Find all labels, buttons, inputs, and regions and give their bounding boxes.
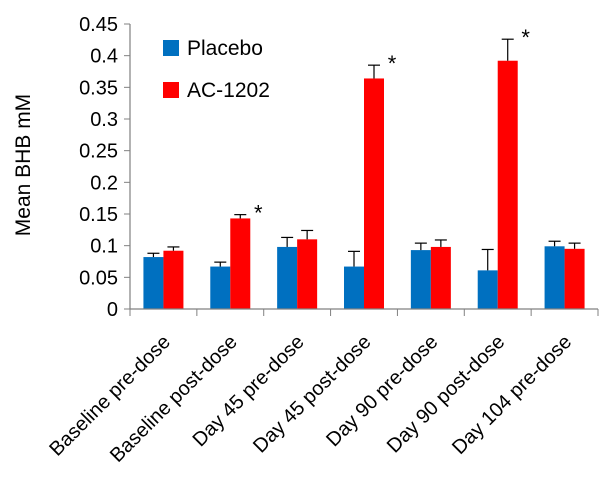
y-tick-label: 0.25: [79, 141, 118, 163]
significance-markers: * * *: [254, 25, 530, 225]
y-tick-label: 0.15: [79, 204, 118, 226]
bar-ac-1202: [497, 60, 518, 309]
y-tick-label: 0.3: [90, 109, 118, 131]
y-axis-ticks: 0 0.05 0.1 0.15 0.2 0.25 0.3 0.35 0.4 0.45: [79, 14, 130, 321]
bar-ac-1202: [564, 248, 585, 309]
significance-asterisk: *: [254, 201, 263, 226]
legend-swatch-placebo: [163, 40, 179, 56]
axes: [129, 24, 599, 316]
bar-ac-1202: [364, 78, 384, 309]
x-category-label: Day 90 pre-dose: [322, 331, 442, 451]
x-category-label: Baseline pre-dose: [45, 331, 175, 461]
error-bars: [147, 38, 581, 271]
x-category-label: Day 90 post-dose: [383, 331, 509, 457]
x-category-label: Day 45 post-dose: [249, 331, 375, 457]
y-tick-label: 0.05: [79, 267, 118, 289]
bar-placebo: [277, 246, 298, 309]
y-tick-label: 0.35: [79, 77, 118, 99]
legend-label-placebo: Placebo: [187, 37, 263, 60]
bar-ac-1202: [163, 250, 184, 309]
legend-label-ac-1202: AC-1202: [187, 79, 270, 102]
bar-ac-1202: [230, 218, 251, 309]
y-axis-label: Mean BHB mM: [12, 94, 35, 236]
significance-asterisk: *: [521, 25, 530, 50]
bar-placebo: [477, 270, 498, 309]
y-tick-label: 0.2: [90, 172, 118, 194]
bar-placebo: [143, 257, 164, 309]
bar-ac-1202: [297, 239, 318, 309]
legend-swatch-ac-1202: [163, 82, 179, 98]
x-category-label: Day 104 pre-dose: [448, 331, 576, 459]
bar-placebo: [410, 250, 431, 309]
y-tick-label: 0.45: [79, 14, 118, 36]
bar-placebo: [344, 266, 364, 309]
y-tick-label: 0.1: [90, 236, 118, 258]
y-tick-label: 0.4: [90, 46, 118, 68]
legend: Placebo AC-1202: [163, 37, 270, 102]
bar-placebo: [544, 246, 565, 309]
bar-ac-1202: [430, 246, 451, 309]
bars: [143, 60, 585, 309]
significance-asterisk: *: [388, 51, 397, 76]
x-category-label: Day 45 pre-dose: [189, 331, 309, 451]
y-tick-label: 0: [107, 299, 118, 321]
x-category-label: Baseline post-dose: [106, 331, 242, 467]
bar-placebo: [210, 266, 231, 309]
